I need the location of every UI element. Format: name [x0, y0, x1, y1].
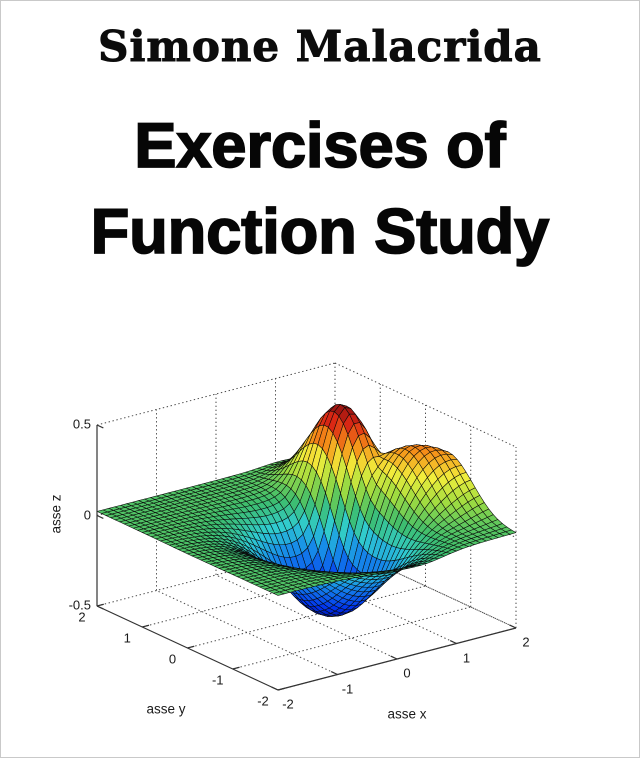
- x-tick-label: 2: [522, 634, 530, 650]
- z-tick-label: 0: [83, 507, 91, 522]
- x-tick-label: 0: [403, 665, 411, 681]
- y-axis-label: asse y: [146, 701, 186, 717]
- y-tick-label: -2: [257, 693, 269, 709]
- z-tick-label: 0.5: [72, 416, 91, 432]
- x-tick-label: -2: [282, 696, 294, 712]
- x-tick-label: -1: [341, 681, 354, 696]
- y-tick-label: 2: [78, 609, 86, 625]
- x-axis-label: asse x: [387, 706, 427, 722]
- y-tick-label: -1: [211, 672, 224, 688]
- z-axis-label: asse z: [48, 494, 64, 534]
- y-tick-label: 0: [168, 651, 177, 667]
- y-tick-label: 1: [123, 630, 131, 646]
- z-tick-label: -0.5: [68, 597, 91, 613]
- x-tick-label: 1: [462, 650, 471, 665]
